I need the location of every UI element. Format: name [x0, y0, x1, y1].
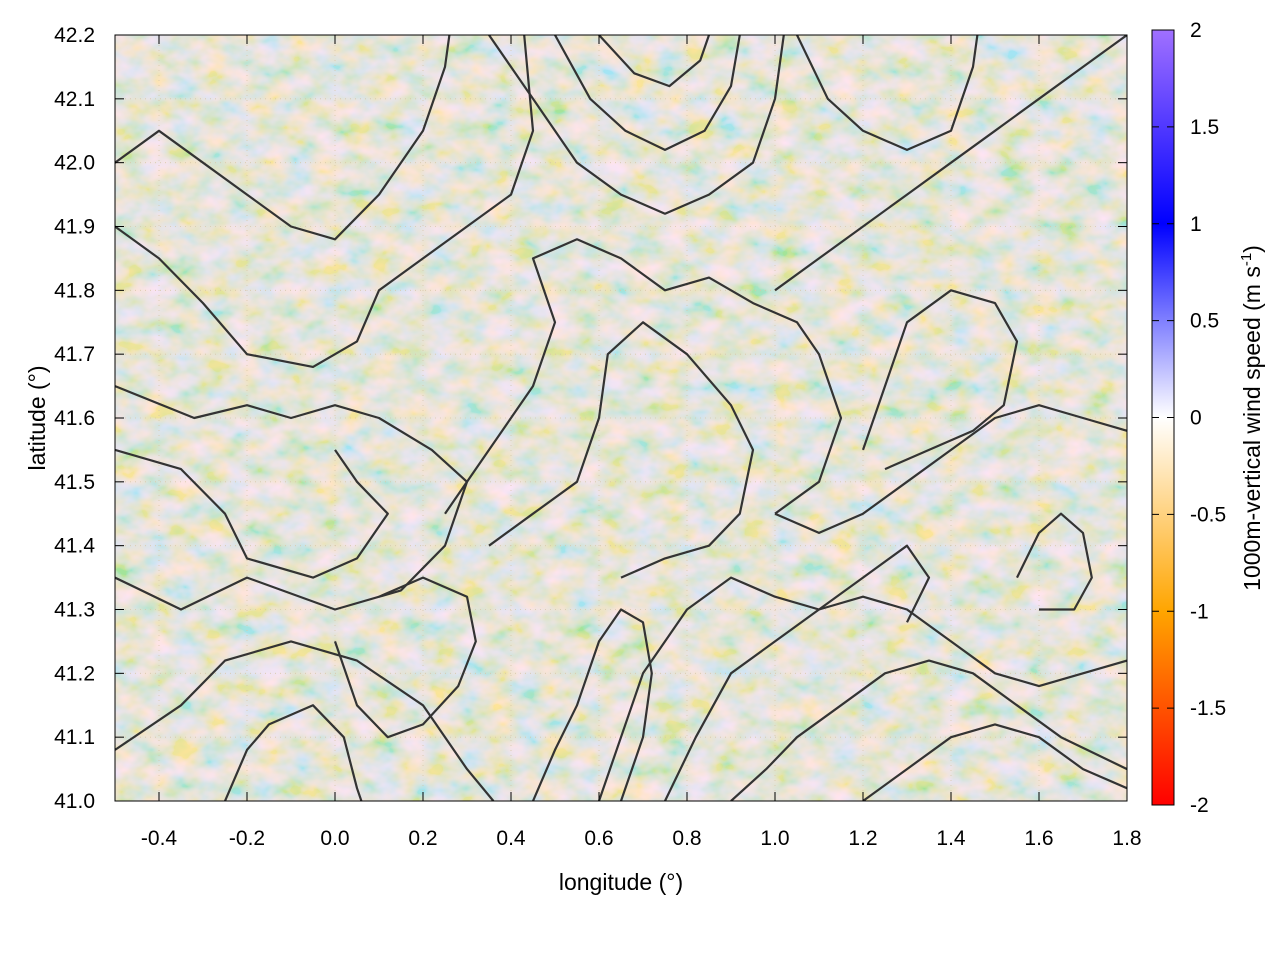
x-tick-label-10: 1.6 — [1024, 827, 1053, 850]
y-axis: 41.0 41.1 41.2 41.3 41.4 41.5 41.6 41.7 41.8 41.9… — [54, 24, 1127, 813]
contour-line-19 — [531, 608, 653, 801]
colorbar-tick-label-8: -2 — [1190, 794, 1209, 817]
x-tick-label-11: 1.8 — [1112, 827, 1141, 850]
contour-line-13 — [730, 659, 1127, 801]
contour-line-10 — [774, 404, 1127, 534]
colorbar-tick-label-5: -0.5 — [1190, 503, 1226, 526]
x-tick-label-6: 0.8 — [672, 827, 701, 850]
x-tick-label-3: 0.2 — [408, 827, 437, 850]
colorbar-label: 1000m-vertical wind speed (m s-1) — [1238, 245, 1265, 591]
contour-line-4 — [115, 35, 451, 241]
colorbar-tick-label-1: 1.5 — [1190, 116, 1219, 139]
plot-area — [114, 34, 1128, 802]
colorbar-label-end: ) — [1239, 245, 1265, 253]
contour-line-16 — [774, 35, 1127, 292]
x-axis-label: longitude (°) — [559, 869, 683, 895]
y-tick-label-7: 41.7 — [54, 343, 95, 366]
y-tick-label-4: 41.4 — [54, 535, 95, 558]
x-tick-label-5: 0.6 — [584, 827, 613, 850]
y-tick-label-5: 41.5 — [54, 471, 95, 494]
y-tick-label-6: 41.6 — [54, 407, 95, 430]
x-tick-label-0: -0.4 — [141, 827, 178, 850]
x-tick-label-1: -0.2 — [229, 827, 265, 850]
colorbar: 2 1.5 1 0.5 0 -0.5 -1 -1.5 -2 — [1151, 19, 1226, 817]
colorbar-tick-label-6: -1 — [1190, 600, 1209, 623]
contour-line-9 — [488, 321, 755, 579]
contour-line-2 — [115, 448, 389, 579]
colorbar-label-sup: -1 — [1238, 253, 1255, 266]
x-tick-label-9: 1.4 — [936, 827, 966, 850]
contour-line-3 — [115, 35, 535, 368]
x-tick-label-7: 1.0 — [760, 827, 789, 850]
contour-line-20 — [223, 704, 363, 801]
contour-line-5 — [488, 35, 785, 215]
contour-line-7 — [598, 35, 711, 88]
colorbar-tick-label-4: 0 — [1190, 407, 1202, 430]
y-tick-label-0: 41.0 — [54, 790, 95, 813]
y-tick-label-10: 42.0 — [54, 152, 95, 175]
x-axis: -0.4 -0.2 0.0 0.2 0.4 0.6 0.8 1.0 1.2 1.4 1.6 1.8 — [141, 35, 1142, 850]
colorbar-tick-label-3: 0.5 — [1190, 310, 1219, 333]
colorbar-label-main: 1000m-vertical wind speed (m s — [1239, 266, 1265, 591]
contour-layer — [115, 35, 1127, 801]
y-tick-label-2: 41.2 — [54, 662, 95, 685]
x-tick-label-4: 0.4 — [496, 827, 526, 850]
contour-line-14 — [862, 723, 1127, 801]
y-tick-label-1: 41.1 — [54, 726, 95, 749]
contour-line-15 — [861, 289, 1019, 471]
contour-line-17 — [796, 35, 979, 151]
y-tick-label-11: 42.1 — [54, 88, 95, 111]
contour-line-11 — [597, 544, 931, 801]
contour-line-1 — [115, 385, 469, 611]
contour-line-6 — [554, 35, 741, 151]
colorbar-tick-label-7: -1.5 — [1190, 697, 1226, 720]
contour-line-18 — [333, 576, 477, 739]
contour-line-8 — [444, 238, 843, 515]
contour-line-12 — [664, 595, 1127, 801]
contour-line-21 — [1016, 512, 1093, 611]
contour-line-0 — [115, 640, 495, 801]
y-axis-label: latitude (°) — [24, 365, 50, 470]
y-tick-label-8: 41.8 — [54, 279, 95, 302]
x-tick-label-8: 1.2 — [848, 827, 877, 850]
y-tick-label-3: 41.3 — [54, 599, 95, 622]
x-tick-label-2: 0.0 — [320, 827, 349, 850]
y-tick-label-9: 41.9 — [54, 216, 95, 239]
y-tick-label-12: 42.2 — [54, 24, 95, 47]
colorbar-ticks: 2 1.5 1 0.5 0 -0.5 -1 -1.5 -2 — [1152, 19, 1226, 817]
colorbar-tick-label-2: 1 — [1190, 213, 1202, 236]
colorbar-tick-label-0: 2 — [1190, 19, 1202, 42]
